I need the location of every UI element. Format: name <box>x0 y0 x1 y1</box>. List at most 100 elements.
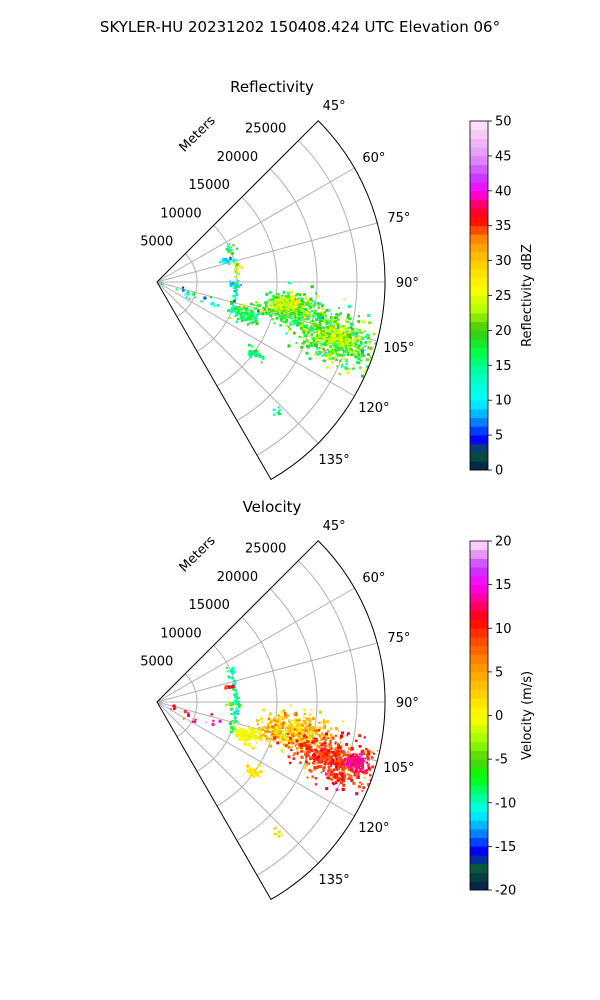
echo-gate <box>285 726 288 729</box>
echo-gate <box>285 743 288 747</box>
echo-gate <box>255 322 259 325</box>
echo-gate <box>357 773 360 776</box>
echo-gate <box>323 752 327 756</box>
echo-gate <box>283 312 285 315</box>
echo-gate <box>297 729 301 733</box>
echo-gate <box>367 765 370 769</box>
echo-gate <box>329 341 332 344</box>
echo-gate <box>277 410 281 413</box>
echo-gate <box>262 708 266 712</box>
echo-gate <box>316 301 320 305</box>
echo-gate <box>290 741 294 745</box>
echo-gate <box>276 309 280 312</box>
echo-gate <box>283 723 287 727</box>
echo-gate <box>250 770 253 774</box>
echo-gate <box>309 744 312 747</box>
echo-gate <box>282 718 284 721</box>
echo-gate <box>368 763 370 766</box>
echo-gate <box>303 293 306 296</box>
echo-gate <box>305 747 309 751</box>
echo-gate <box>231 306 234 309</box>
echo-gate <box>307 299 310 301</box>
echo-gate <box>322 332 325 335</box>
colorbar-swatch <box>470 724 488 734</box>
colorbar-swatch <box>470 426 488 436</box>
echo-gate <box>292 305 295 308</box>
echo-gate <box>275 833 277 835</box>
echo-gate <box>317 752 321 756</box>
echo-gate <box>306 743 309 746</box>
echo-gate <box>340 762 344 766</box>
echo-gate <box>302 732 305 735</box>
echo-gate <box>248 732 251 735</box>
echo-gate <box>309 756 312 758</box>
echo-gate <box>335 358 338 361</box>
echo-gate <box>280 319 283 322</box>
echo-gate <box>288 313 291 315</box>
echo-gate <box>360 356 363 358</box>
echo-gate <box>347 750 349 753</box>
colorbar-swatch <box>470 382 488 392</box>
echo-gate <box>183 717 185 720</box>
colorbar-swatch <box>470 636 488 647</box>
echo-gate <box>301 302 304 304</box>
echo-gate <box>343 298 345 301</box>
echo-gate <box>319 710 323 714</box>
echo-gate <box>310 343 314 347</box>
echo-gate <box>343 324 347 327</box>
echo-gate <box>328 757 331 760</box>
echo-gate <box>311 319 314 322</box>
echo-gate <box>367 346 370 349</box>
echo-gate <box>330 770 333 774</box>
echo-gate <box>288 329 291 332</box>
echo-gate <box>327 769 330 772</box>
echo-gate <box>252 768 255 771</box>
echo-gate <box>253 316 256 320</box>
echo-gate <box>325 739 327 741</box>
echo-gate <box>314 737 318 741</box>
echo-gate <box>289 303 292 306</box>
echo-gate <box>341 363 344 366</box>
echo-gate <box>316 726 319 728</box>
echo-gate <box>321 750 325 754</box>
echo-gate <box>296 719 298 722</box>
azimuth-gridline <box>156 281 355 397</box>
echo-gate <box>277 406 280 408</box>
echo-gate <box>322 768 325 772</box>
echo-gate <box>361 763 364 766</box>
azimuth-tick-label: 90° <box>396 276 419 291</box>
echo-gate <box>244 316 248 320</box>
echo-gate <box>327 335 331 339</box>
echo-gate <box>362 752 366 755</box>
echo-gate <box>360 754 363 757</box>
echo-gate <box>319 313 322 317</box>
echo-gate <box>320 342 323 346</box>
echo-gate <box>343 780 346 783</box>
echo-gate <box>338 776 340 779</box>
echo-gate <box>347 338 351 342</box>
echo-gate <box>326 348 329 351</box>
echo-gate <box>327 333 330 337</box>
echo-gate <box>300 297 303 301</box>
echo-gate <box>304 324 308 328</box>
echo-gate <box>333 338 337 342</box>
echo-gate <box>347 768 350 771</box>
colorbar-tick-label: 15 <box>495 359 512 374</box>
echo-gate <box>333 750 337 754</box>
echo-gate <box>246 764 250 768</box>
echo-gate <box>311 304 314 307</box>
echo-gate <box>235 734 239 738</box>
echo-gate <box>334 324 337 327</box>
echo-gate <box>233 310 236 313</box>
echo-gate <box>231 686 233 689</box>
echo-gate <box>319 351 322 354</box>
echo-gate <box>314 312 317 315</box>
echo-gate <box>331 342 334 345</box>
colorbar-tick-label: -5 <box>495 753 508 768</box>
echo-gate <box>315 336 319 340</box>
echo-gate <box>279 724 282 728</box>
echo-gate <box>318 750 321 753</box>
echo-gate <box>329 346 333 350</box>
echo-gate <box>285 324 288 327</box>
echo-gate <box>256 741 259 744</box>
